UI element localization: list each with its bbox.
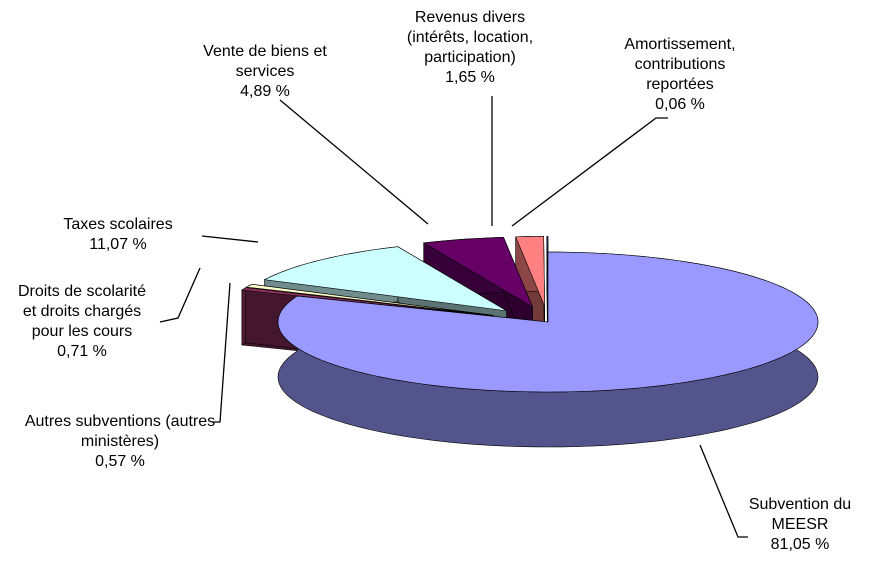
slice-label: Amortissement, contributions reportées 0,… — [615, 35, 745, 115]
category-label: Vente de biens et services — [203, 43, 327, 80]
category-label: Revenus divers (intérêts, location, part… — [406, 9, 534, 66]
slice-label: Vente de biens et services 4,89 % — [180, 42, 350, 102]
slice-label: Droits de scolarité et droits chargés po… — [10, 282, 155, 362]
value-label: 1,65 % — [445, 69, 495, 86]
leader-line — [279, 99, 429, 225]
value-label: 4,89 % — [240, 83, 290, 100]
slice-top — [515, 236, 545, 307]
category-label: Droits de scolarité et droits chargés po… — [17, 283, 147, 340]
slice-side — [241, 287, 247, 346]
value-label: 11,07 % — [89, 236, 147, 253]
slice-top — [245, 283, 494, 316]
leader-line — [201, 235, 259, 243]
slice-label: Autres subventions (autres ministères) 0,… — [20, 412, 220, 472]
leader-lines — [159, 96, 748, 538]
category-label: Taxes scolaires — [63, 216, 173, 233]
slice-label: Subvention du MEESR 81,05 % — [735, 495, 865, 555]
value-label: 81,05 % — [770, 536, 830, 553]
slice-top — [277, 251, 819, 393]
value-label: 0,06 % — [655, 96, 705, 113]
leader-line — [212, 282, 231, 423]
category-label: Amortissement, contributions reportées — [624, 36, 736, 93]
slice — [277, 251, 819, 448]
category-label: Autres subventions (autres ministères) — [24, 413, 216, 450]
slice-top — [422, 237, 534, 308]
slice-top — [263, 246, 507, 312]
leader-line — [159, 267, 201, 323]
value-label: 0,57 % — [95, 453, 145, 470]
value-label: 0,71 % — [57, 343, 107, 360]
slice-label: Revenus divers (intérêts, location, part… — [390, 8, 550, 88]
slice-label: Taxes scolaires 11,07 % — [38, 215, 198, 255]
leader-line — [699, 444, 748, 538]
category-label: Subvention du MEESR — [748, 496, 852, 533]
leader-line — [511, 117, 668, 227]
slices — [241, 236, 819, 448]
